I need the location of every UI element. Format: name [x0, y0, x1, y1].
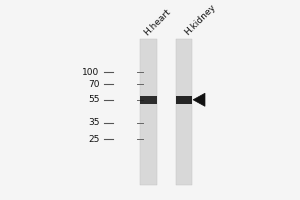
Polygon shape: [193, 93, 205, 106]
Text: H.heart: H.heart: [142, 7, 172, 37]
Text: H.kidney: H.kidney: [182, 2, 217, 37]
Text: 35: 35: [88, 118, 100, 127]
Text: 55: 55: [88, 95, 100, 104]
Bar: [140, 96, 157, 104]
Bar: [176, 39, 192, 185]
Bar: [176, 96, 192, 104]
Bar: [140, 39, 157, 185]
Text: 70: 70: [88, 80, 100, 89]
Text: 25: 25: [88, 135, 100, 144]
Text: 100: 100: [82, 68, 100, 77]
